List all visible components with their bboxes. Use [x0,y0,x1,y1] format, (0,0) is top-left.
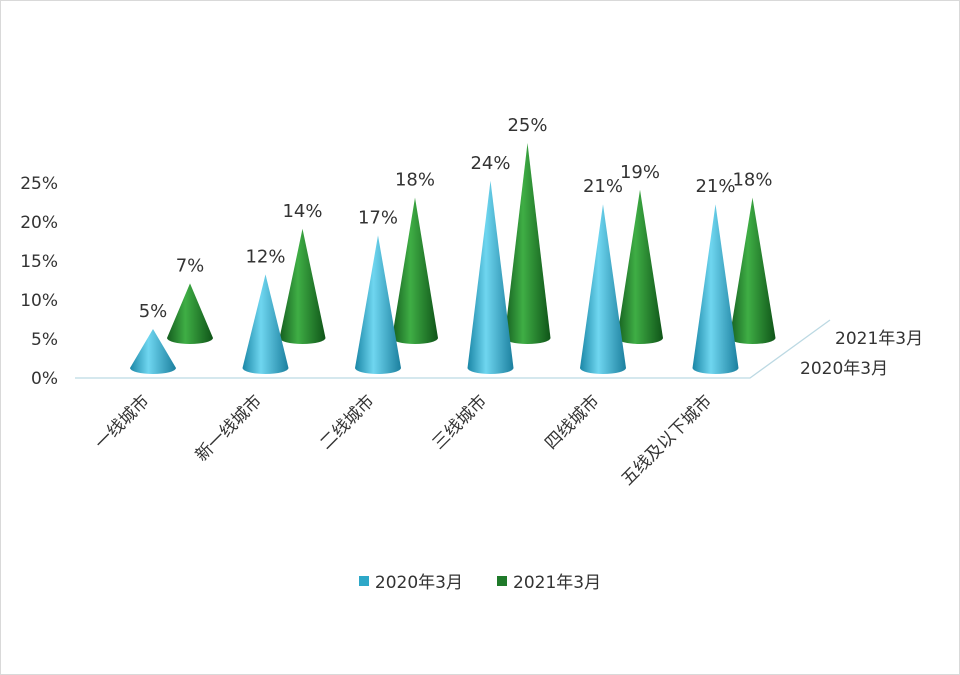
legend-swatch-2020 [358,575,369,586]
data-label: 21% [583,176,623,197]
cone-2020-5 [692,204,739,374]
cone-2021-3 [504,143,551,344]
x-tick-label: 一线城市 [91,391,153,453]
cone-body [130,329,176,374]
data-label: 21% [695,176,735,197]
legend-item-2020[interactable]: 2020年3月 [358,568,463,593]
y-tick-label: 15% [20,252,58,272]
data-label: 18% [395,170,435,191]
cone-body [392,197,438,344]
data-label: 18% [732,170,772,191]
legend: 2020年3月 2021年3月 [0,568,960,593]
x-tick-label: 五线及以下城市 [618,391,716,489]
cone-2021-2 [392,197,438,344]
cone-2020-0 [130,329,176,374]
cone-2021-1 [279,228,326,344]
y-tick-label: 25% [20,174,58,194]
data-label: 25% [507,115,547,136]
x-axis: 一线城市 新一线城市 二线城市 三线城市 四线城市 五线及以下城市 [91,391,716,489]
cone-body [504,143,551,344]
data-labels: 7% 14% 18% 25% 19% 18% 5% 12% 17% 24% 21% 21% [139,115,773,322]
y-tick-label: 10% [20,291,58,311]
y-tick-label: 5% [31,330,58,350]
cone-body [279,228,326,344]
floor-edge [75,319,831,379]
cone-2020-3 [467,180,514,374]
cone-body [355,235,401,374]
cone-body [167,283,213,344]
legend-label-2021: 2021年3月 [513,573,602,593]
cone-2020-4 [580,204,626,374]
cone-body [242,274,289,374]
depth-label-back: 2021年3月 [835,329,923,349]
cone-2021-5 [729,197,776,344]
chart-floor [75,319,831,379]
cone-body [467,180,514,374]
data-label: 17% [358,207,398,228]
depth-axis: 2020年3月 2021年3月 [800,329,923,379]
data-label: 12% [245,246,285,267]
y-tick-label: 0% [31,369,58,389]
cones-layer [130,143,776,374]
cone-body [692,204,739,374]
x-tick-label: 四线城市 [541,391,603,453]
cone-2020-2 [355,235,401,374]
y-axis: 0% 5% 10% 15% 20% 25% [20,174,58,389]
cone-body [580,204,626,374]
depth-label-front: 2020年3月 [800,359,888,379]
legend-label-2020: 2020年3月 [374,573,463,593]
x-tick-label: 二线城市 [316,391,378,453]
x-tick-label: 新一线城市 [192,391,266,465]
y-tick-label: 20% [20,213,58,233]
data-label: 24% [470,153,510,174]
legend-item-2021[interactable]: 2021年3月 [497,568,601,593]
legend-swatch-2021 [497,575,507,586]
cone-2021-0 [167,283,213,344]
data-label: 7% [176,255,205,276]
cone-2020-1 [242,274,289,374]
data-label: 19% [620,162,660,183]
data-label: 14% [282,201,322,222]
cone-body [729,197,776,344]
data-label: 5% [139,301,168,322]
cone-2021-4 [617,189,663,344]
x-tick-label: 三线城市 [429,391,491,453]
cone-body [617,189,663,344]
